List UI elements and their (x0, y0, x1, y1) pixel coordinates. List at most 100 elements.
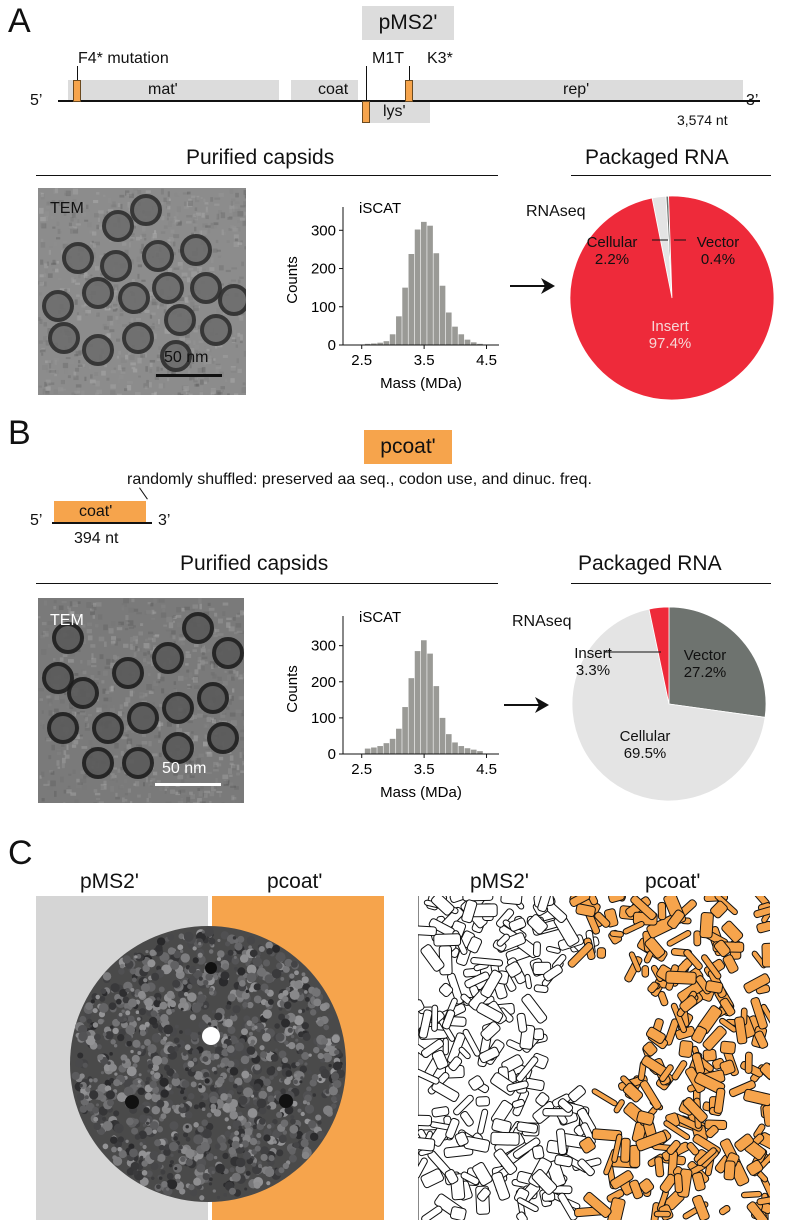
scale-label-a: 50 nm (164, 349, 209, 366)
histogram-bar (464, 339, 471, 345)
pie-slice-insert (569, 195, 775, 401)
capsid-map (36, 896, 384, 1220)
gene-coat-b: coat' (79, 503, 113, 520)
chart-title: iSCAT (359, 609, 401, 626)
capsid-particle (127, 702, 159, 734)
capsid-particle (82, 747, 114, 779)
panel-letter-a: A (8, 2, 31, 40)
rnaseq-label-a: RNAseq (526, 203, 586, 220)
capsid-particle (160, 340, 192, 372)
y-tick-label: 0 (328, 337, 336, 354)
x-tick-label: 4.5 (476, 761, 497, 778)
histogram-bar (414, 651, 421, 754)
x-tick-label: 2.5 (351, 761, 372, 778)
histogram-bar (477, 751, 483, 754)
histogram-bar (408, 254, 415, 345)
histogram-bar (396, 316, 402, 345)
y-axis-label: Counts (284, 256, 301, 304)
histogram-bar (371, 747, 377, 754)
scale-bar-a (156, 374, 222, 377)
purified-heading-b: Purified capsids (180, 552, 329, 575)
histogram-bar (421, 640, 427, 754)
ribbon-structure (404, 886, 782, 1228)
capsid-particle (200, 314, 232, 346)
capsid-particle (152, 642, 184, 674)
purified-heading-a: Purified capsids (186, 146, 335, 169)
mutation-label-k3: K3* (427, 50, 453, 67)
capsid-label-pms2: pMS2' (80, 870, 139, 893)
histogram-bar (414, 229, 421, 345)
genome-length-a: 3,574 nt (677, 112, 728, 128)
capsid-particle (82, 277, 114, 309)
histogram-bar (383, 743, 390, 754)
histogram-bar (377, 342, 383, 345)
packaged-heading-a: Packaged RNA (585, 146, 729, 169)
y-tick-label: 100 (311, 710, 336, 727)
x-tick-label: 3.5 (414, 761, 435, 778)
histogram-bar (383, 341, 390, 345)
histogram-bar (464, 748, 471, 754)
x-tick-label: 2.5 (351, 352, 372, 369)
mutation-marker-m1t (362, 101, 370, 123)
x-axis-label: Mass (MDa) (380, 375, 462, 392)
tem-image-b: TEM 50 nm (38, 598, 244, 803)
histogram-bar (377, 746, 383, 754)
capsid-particle (218, 284, 246, 316)
three-prime-a: 3’ (746, 92, 759, 109)
histogram-bar (433, 253, 440, 345)
gene-rep: rep' (563, 81, 590, 98)
mutation-label-m1t: M1T (372, 50, 404, 67)
histogram-bar (439, 717, 446, 754)
capsid-particle (112, 657, 144, 689)
histogram-bar (396, 728, 402, 754)
capsid-particle (82, 334, 114, 366)
mutation-marker-f4 (73, 80, 81, 102)
capsid-particle (162, 732, 194, 764)
capsid-particle (164, 304, 196, 336)
iscat-histogram-b: 0 100 200 300 2.5 3.5 4.5 iSCAT Mass (MDa) Counts (284, 609, 499, 801)
y-tick-label: 100 (311, 299, 336, 316)
histogram-bar (470, 342, 477, 345)
y-tick-label: 200 (311, 674, 336, 691)
histogram-bar (402, 707, 408, 754)
capsid-particle (182, 612, 214, 644)
mutation-marker-k3 (405, 80, 413, 102)
capsid-particle (47, 712, 79, 744)
genome-line-b (52, 522, 152, 524)
pie-value-insert: 97.4% (649, 335, 692, 352)
capsid-particle (190, 272, 222, 304)
capsid-particle (122, 322, 154, 354)
histogram-bar (439, 285, 446, 345)
y-tick-label: 300 (311, 222, 336, 239)
capsid-particle (92, 712, 124, 744)
pie-label-insert: Insert (574, 645, 612, 662)
histogram-bar (452, 326, 458, 345)
gene-coat: coat (318, 81, 349, 98)
histogram-bar (445, 312, 452, 345)
arrow-a (510, 278, 555, 294)
capsid-particle (180, 234, 212, 266)
histogram-bar (458, 746, 465, 754)
scale-bar-b (155, 783, 221, 786)
five-prime-a: 5’ (30, 92, 43, 109)
capsid-particle (197, 682, 229, 714)
capsid-particle (102, 210, 134, 242)
histogram-bar (371, 343, 377, 345)
pie-value-vector: 0.4% (701, 251, 735, 268)
histogram-bar (421, 221, 427, 345)
three-prime-b: 3’ (158, 512, 171, 529)
capsid-particle (67, 677, 99, 709)
x-axis-label: Mass (MDa) (380, 784, 462, 801)
histogram-bar (433, 686, 440, 754)
capsid-particle (62, 242, 94, 274)
histogram-bar (427, 653, 433, 754)
histogram-bar (389, 738, 396, 754)
capsid-particle (130, 194, 162, 226)
capsid-particle (42, 662, 74, 694)
gene-lys: lys' (383, 103, 406, 120)
scale-label-b: 50 nm (162, 760, 207, 777)
x-tick-label: 3.5 (414, 352, 435, 369)
capsid-particle (152, 272, 184, 304)
five-prime-b: 5’ (30, 512, 43, 529)
